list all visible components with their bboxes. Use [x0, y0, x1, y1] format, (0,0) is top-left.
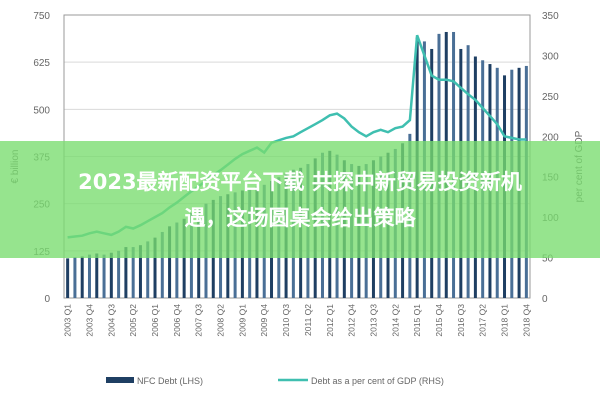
bar [131, 247, 135, 298]
bar [80, 256, 84, 298]
bar [124, 247, 128, 298]
bar [168, 226, 172, 298]
x-tick-label: 2012 Q1 [325, 304, 335, 337]
bar [66, 258, 70, 298]
left-tick-label: 625 [33, 58, 50, 69]
bar [102, 254, 106, 298]
x-tick-label: 2014 Q2 [390, 304, 400, 337]
x-tick-label: 2009 Q1 [237, 304, 247, 337]
x-tick-label: 2015 Q1 [412, 304, 422, 337]
x-tick-label: 2013 Q3 [368, 304, 378, 337]
x-tick-label: 2003 Q4 [84, 304, 94, 337]
legend-label-bar: NFC Debt (LHS) [137, 376, 203, 386]
x-tick-label: 2012 Q4 [347, 304, 357, 337]
bar [182, 218, 186, 298]
bar [138, 245, 142, 298]
bar [73, 257, 77, 298]
x-tick-label: 2009 Q4 [259, 304, 269, 337]
right-tick-label: 300 [542, 51, 559, 62]
right-tick-label: 250 [542, 92, 559, 103]
left-tick-label: 750 [33, 11, 50, 22]
bar [153, 237, 157, 298]
x-tick-label: 2011 Q2 [303, 304, 313, 336]
x-tick-label: 2008 Q2 [216, 304, 226, 337]
bar [87, 254, 91, 298]
legend-swatch-bar [106, 377, 134, 383]
x-tick-label: 2018 Q4 [521, 304, 531, 337]
right-tick-label: 350 [542, 11, 559, 22]
x-tick-label: 2006 Q1 [150, 304, 160, 337]
x-tick-label: 2016 Q3 [456, 304, 466, 337]
bar [146, 241, 150, 298]
bar [160, 231, 164, 298]
banner-text: 2023最新配资平台下载 共探中新贸易投资新机遇，这场圆桌会给出策略 [78, 169, 522, 230]
bar [117, 250, 121, 298]
overlay-banner: 2023最新配资平台下载 共探中新贸易投资新机遇，这场圆桌会给出策略 [0, 141, 600, 258]
left-tick-label: 500 [33, 105, 50, 116]
x-tick-label: 2018 Q1 [500, 304, 510, 337]
x-tick-label: 2017 Q2 [478, 304, 488, 337]
x-tick-label: 2006 Q4 [172, 304, 182, 337]
bar [175, 222, 179, 298]
bar [109, 252, 113, 298]
legend-label-line: Debt as a per cent of GDP (RHS) [311, 376, 444, 386]
x-tick-label: 2003 Q1 [63, 304, 73, 337]
x-tick-label: 2004 Q3 [106, 304, 116, 337]
right-tick-label: 0 [542, 294, 548, 305]
bar [95, 253, 99, 298]
right-tick-label: 200 [542, 132, 559, 143]
x-tick-label: 2005 Q2 [128, 304, 138, 337]
x-tick-label: 2015 Q4 [434, 304, 444, 337]
left-tick-label: 0 [44, 294, 50, 305]
right-tick-label: 50 [542, 254, 554, 265]
x-tick-label: 2010 Q3 [281, 304, 291, 337]
x-tick-label: 2007 Q3 [194, 304, 204, 337]
